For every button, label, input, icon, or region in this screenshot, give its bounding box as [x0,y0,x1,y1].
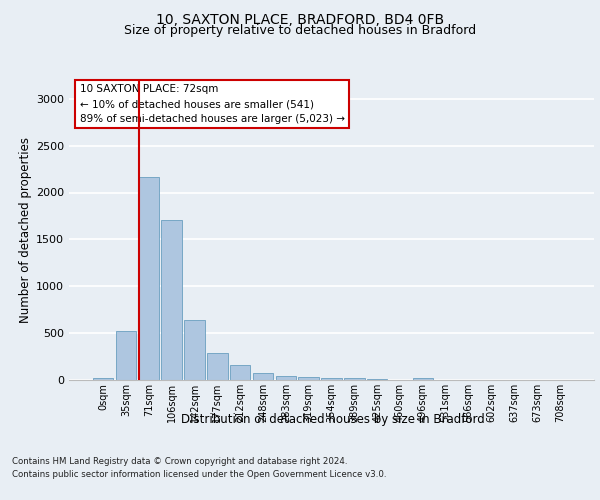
Bar [184,320,205,380]
Bar [230,366,250,380]
Bar [253,372,273,380]
Bar [413,378,433,380]
Text: 10, SAXTON PLACE, BRADFORD, BD4 0FB: 10, SAXTON PLACE, BRADFORD, BD4 0FB [156,12,444,26]
Text: 10 SAXTON PLACE: 72sqm
← 10% of detached houses are smaller (541)
89% of semi-de: 10 SAXTON PLACE: 72sqm ← 10% of detached… [79,84,344,124]
Bar [207,353,227,380]
Bar [93,378,113,380]
Bar [161,220,182,380]
Bar [116,331,136,380]
Bar [139,176,159,380]
Bar [275,376,296,380]
Text: Size of property relative to detached houses in Bradford: Size of property relative to detached ho… [124,24,476,37]
Y-axis label: Number of detached properties: Number of detached properties [19,137,32,323]
Bar [298,377,319,380]
Bar [344,378,365,380]
Bar [321,378,342,380]
Bar [367,378,388,380]
Text: Contains HM Land Registry data © Crown copyright and database right 2024.
Contai: Contains HM Land Registry data © Crown c… [12,458,386,479]
Text: Distribution of detached houses by size in Bradford: Distribution of detached houses by size … [181,412,485,426]
